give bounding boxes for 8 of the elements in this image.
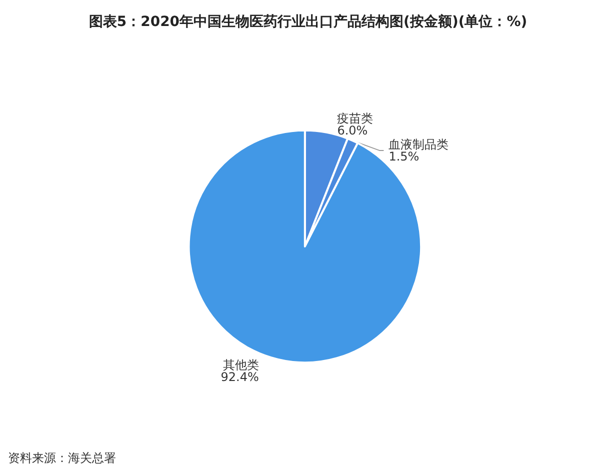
text: 资料来源：海关总署 [8,451,116,465]
data-label: 92.4% [220,370,259,384]
data-label: 1.5% [388,150,420,164]
slice-label: 其他类 [222,358,259,372]
slice-label: 疫苗类 [337,112,374,126]
chart-title: 图表5：2020年中国生物医药行业出口产品结构图(按金额)(单位：%) [88,13,528,30]
data-label: 6.0% [337,124,368,138]
slice-label: 血液制品类 [388,138,449,152]
